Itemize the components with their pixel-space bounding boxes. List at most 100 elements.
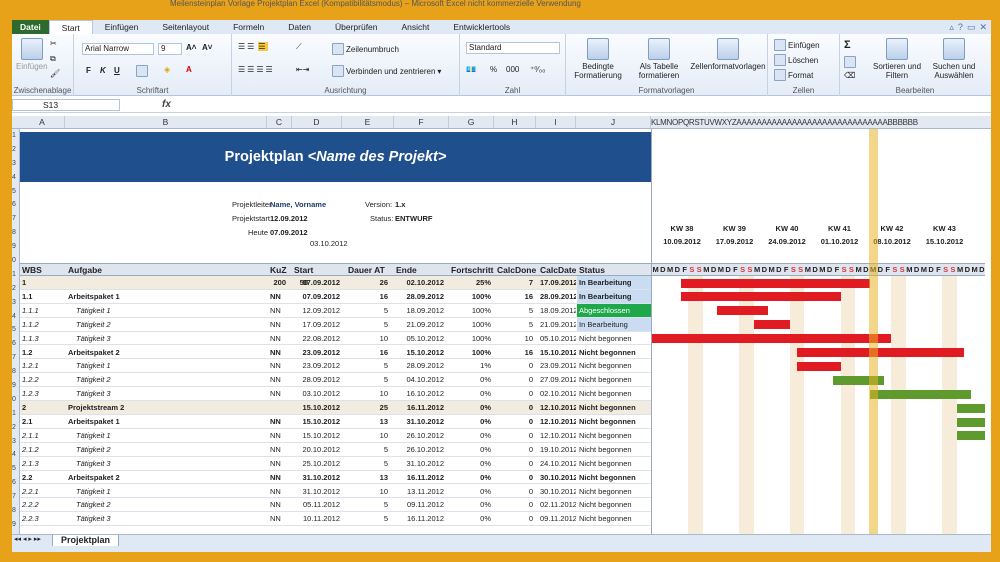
cell-kuz[interactable]: NN xyxy=(270,375,281,385)
row-number[interactable]: 0 xyxy=(12,257,16,265)
col-header-h[interactable]: H xyxy=(494,116,536,128)
status-cell[interactable]: Nicht begonnen xyxy=(579,333,632,343)
insert-cells-button[interactable]: Einfügen xyxy=(774,39,820,51)
cell-cdate[interactable]: 28.09.2012 xyxy=(540,291,576,301)
cell-task[interactable]: Tätigkeit 1 xyxy=(76,305,111,315)
cell-end[interactable]: 28.09.2012 xyxy=(406,361,444,371)
status-cell[interactable]: Nicht begonnen xyxy=(579,486,632,496)
cell-cdate[interactable]: 12.10.2012 xyxy=(540,430,576,440)
cell-styles-button[interactable]: Zellenformatvorlagen xyxy=(690,38,766,71)
cell-end[interactable]: 09.11.2012 xyxy=(407,500,444,510)
cell-prog[interactable]: 0% xyxy=(480,403,491,413)
row-number[interactable]: 7 xyxy=(12,493,16,501)
cell-start[interactable]: 31.10.2012 xyxy=(302,486,340,496)
cell-start[interactable]: 15.10.2012 xyxy=(302,430,340,440)
row-number[interactable]: 1 xyxy=(12,409,16,417)
cell-dur[interactable]: 10 xyxy=(379,389,388,399)
cell-task[interactable]: Tätigkeit 1 xyxy=(76,486,111,496)
cell-start[interactable]: 17.09.2012 xyxy=(302,319,340,329)
cell-start[interactable]: 22.08.2012 xyxy=(302,333,340,343)
cell-start[interactable]: 07.09.2012 xyxy=(302,291,340,301)
gantt-bar[interactable] xyxy=(797,361,841,371)
cell-kuz[interactable]: NN xyxy=(270,347,281,357)
cell-done[interactable]: 5 xyxy=(528,319,533,329)
cell-task[interactable]: Arbeitspaket 2 xyxy=(68,347,120,357)
cell-prog[interactable]: 25% xyxy=(475,278,491,287)
cell-wbs[interactable]: 1.1 xyxy=(22,291,33,301)
gantt-bar[interactable] xyxy=(956,403,985,413)
cell-wbs[interactable]: 1.1.3 xyxy=(22,333,39,343)
cell-task[interactable]: Arbeitspaket 1 xyxy=(68,417,120,426)
col-header-b[interactable]: B xyxy=(65,116,267,128)
italic-button[interactable]: K xyxy=(100,66,106,75)
col-header-i[interactable]: I xyxy=(536,116,576,128)
table-row[interactable]: 1.2.1 Tätigkeit 1 NN 23.09.2012 5 28.09.2012 1… xyxy=(20,359,651,374)
cell-prog[interactable]: 1% xyxy=(480,361,491,371)
autosum-button[interactable]: Σ xyxy=(844,39,851,51)
currency-icon[interactable]: 💶 xyxy=(466,65,476,74)
gantt-bar[interactable] xyxy=(717,306,768,316)
cell-cdate[interactable]: 23.09.2012 xyxy=(540,361,576,371)
cell-cdate[interactable]: 30.10.2012 xyxy=(540,472,576,482)
name-box[interactable]: S13 xyxy=(12,99,120,111)
cell-wbs[interactable]: 1.2.3 xyxy=(22,389,39,399)
cell-prog[interactable]: 0% xyxy=(480,430,491,440)
cell-prog[interactable]: 0% xyxy=(480,417,491,426)
decimal-icons[interactable]: ⁺⁰⁄₀₀ xyxy=(530,65,546,74)
cell-kuz[interactable]: NN xyxy=(270,514,281,524)
status-cell[interactable]: Nicht begonnen xyxy=(579,444,632,454)
cell-done[interactable]: 0 xyxy=(528,403,533,413)
status-cell[interactable]: Nicht begonnen xyxy=(579,458,632,468)
gantt-bar[interactable] xyxy=(797,348,964,357)
clear-icon[interactable]: ⌫ xyxy=(844,71,856,80)
orientation-icon[interactable]: ⟋ xyxy=(296,42,302,51)
cell-wbs[interactable]: 1.2.1 xyxy=(22,361,39,371)
cell-kuz[interactable]: NN xyxy=(270,291,281,301)
cell-dur[interactable]: 25 xyxy=(379,403,388,413)
delete-cells-button[interactable]: Löschen xyxy=(774,54,818,66)
cell-dur[interactable]: 13 xyxy=(379,472,388,482)
vertical-align-icons[interactable]: ☰☰ ☰ xyxy=(238,42,268,51)
tab-entwicklertools[interactable]: Entwicklertools xyxy=(453,22,511,32)
cell-task[interactable]: Arbeitspaket 1 xyxy=(68,291,120,301)
tab-ueberpruefen[interactable]: Überprüfen xyxy=(334,22,378,32)
cell-done[interactable]: 0 xyxy=(528,458,533,468)
table-row[interactable]: 2.1.2 Tätigkeit 2 NN 20.10.2012 5 26.10.2012 0… xyxy=(20,443,651,457)
cell-cdate[interactable]: 19.10.2012 xyxy=(540,444,576,454)
row-number[interactable]: 3 xyxy=(12,159,16,167)
cell-kuz[interactable]: NN xyxy=(270,444,281,454)
col-header-a[interactable]: A xyxy=(20,116,65,128)
table-row[interactable]: 2.2 Arbeitspaket 2 NN 31.10.2012 13 16.11.201… xyxy=(20,471,651,485)
cell-dur[interactable]: 5 xyxy=(383,375,388,385)
row-number[interactable]: 8 xyxy=(12,368,16,376)
cell-end[interactable]: 13.11.2012 xyxy=(407,486,444,496)
cell-kuz[interactable]: NN xyxy=(270,333,281,343)
cell-end[interactable]: 26.10.2012 xyxy=(406,444,444,454)
cell-done[interactable]: 0 xyxy=(528,444,533,454)
status-cell[interactable]: Nicht begonnen xyxy=(579,375,632,385)
cell-start[interactable]: 03.10.2012 xyxy=(302,389,340,399)
cell-done[interactable]: 0 xyxy=(528,389,533,399)
cell-cdate[interactable]: 02.10.2012 xyxy=(540,389,576,399)
cell-prog[interactable]: 0% xyxy=(480,486,491,496)
row-number[interactable]: 7 xyxy=(12,215,16,223)
cell-start[interactable]: 07.09.2012 xyxy=(302,278,340,287)
row-number[interactable]: 6 xyxy=(12,479,16,487)
cell-done[interactable]: 0 xyxy=(528,472,533,482)
table-row[interactable]: 1.2.2 Tätigkeit 2 NN 28.09.2012 5 04.10.2012 0… xyxy=(20,373,651,388)
cell-wbs[interactable]: 2.1.3 xyxy=(22,458,39,468)
table-row[interactable]: 1.2 Arbeitspaket 2 NN 23.09.2012 16 15.10.201… xyxy=(20,346,651,360)
row-number[interactable]: 1 xyxy=(12,132,16,139)
cell-prog[interactable]: 100% xyxy=(471,291,491,301)
cell-dur[interactable]: 5 xyxy=(383,458,388,468)
thousands-button[interactable]: 000 xyxy=(506,65,520,74)
cell-task[interactable] xyxy=(66,276,266,289)
cell-kuz[interactable]: 200 xyxy=(273,278,286,287)
col-header-c[interactable]: C xyxy=(267,116,292,128)
cell-cdate[interactable]: 17.09.2012 xyxy=(540,278,576,287)
cell-kuz[interactable]: NN xyxy=(270,486,281,496)
grow-font-icon[interactable]: A˄ xyxy=(186,43,197,52)
cell-kuz[interactable]: NN xyxy=(270,361,281,371)
status-cell[interactable]: In Bearbeitung xyxy=(577,289,651,303)
col-header-g[interactable]: G xyxy=(449,116,494,128)
